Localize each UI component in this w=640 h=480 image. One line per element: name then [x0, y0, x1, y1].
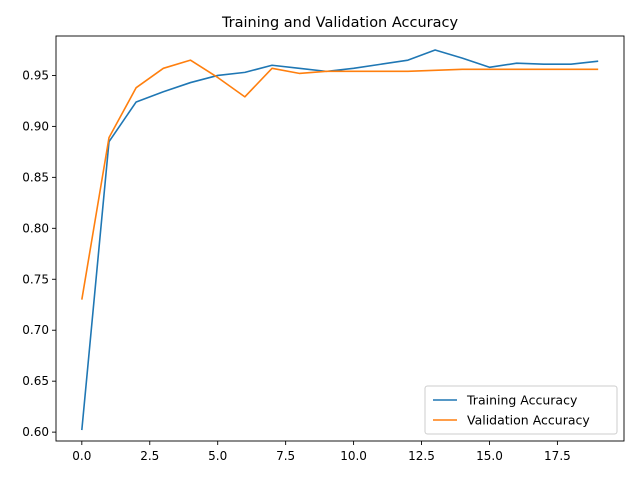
- x-tick-label: 15.0: [476, 449, 503, 463]
- series-line-validation-accuracy: [81, 59, 599, 300]
- legend: Training Accuracy Validation Accuracy: [424, 385, 618, 435]
- y-axis: 0.60 0.65 0.70 0.75 0.80 0.85 0.90 0.95: [22, 68, 56, 439]
- x-tick-label: 12.5: [408, 449, 435, 463]
- x-tick-label: 2.5: [140, 449, 159, 463]
- plot-area: [55, 35, 625, 442]
- series-layer: [81, 49, 599, 431]
- x-axis: 0.0 2.5 5.0 7.5 10.0 12.5 15.0 17.5: [72, 441, 571, 463]
- x-tick-label: 17.5: [544, 449, 571, 463]
- y-tick-label: 0.80: [22, 221, 49, 235]
- x-tick-label: 5.0: [208, 449, 227, 463]
- series-line-training-accuracy: [81, 49, 599, 431]
- chart-title: Training and Validation Accuracy: [221, 15, 459, 31]
- y-tick-label: 0.90: [22, 119, 49, 133]
- y-tick-label: 0.65: [22, 374, 49, 388]
- legend-label-validation-accuracy: Validation Accuracy: [467, 413, 590, 428]
- x-tick-label: 0.0: [72, 449, 91, 463]
- plot-frame: [55, 35, 625, 442]
- legend-box: [424, 385, 618, 435]
- y-tick-label: 0.60: [22, 425, 49, 439]
- legend-label-training-accuracy: Training Accuracy: [466, 393, 578, 408]
- x-tick-label: 7.5: [276, 449, 295, 463]
- y-tick-label: 0.95: [22, 68, 49, 82]
- x-tick-label: 10.0: [340, 449, 367, 463]
- y-tick-label: 0.70: [22, 323, 49, 337]
- y-tick-label: 0.75: [22, 272, 49, 286]
- y-tick-label: 0.85: [22, 170, 49, 184]
